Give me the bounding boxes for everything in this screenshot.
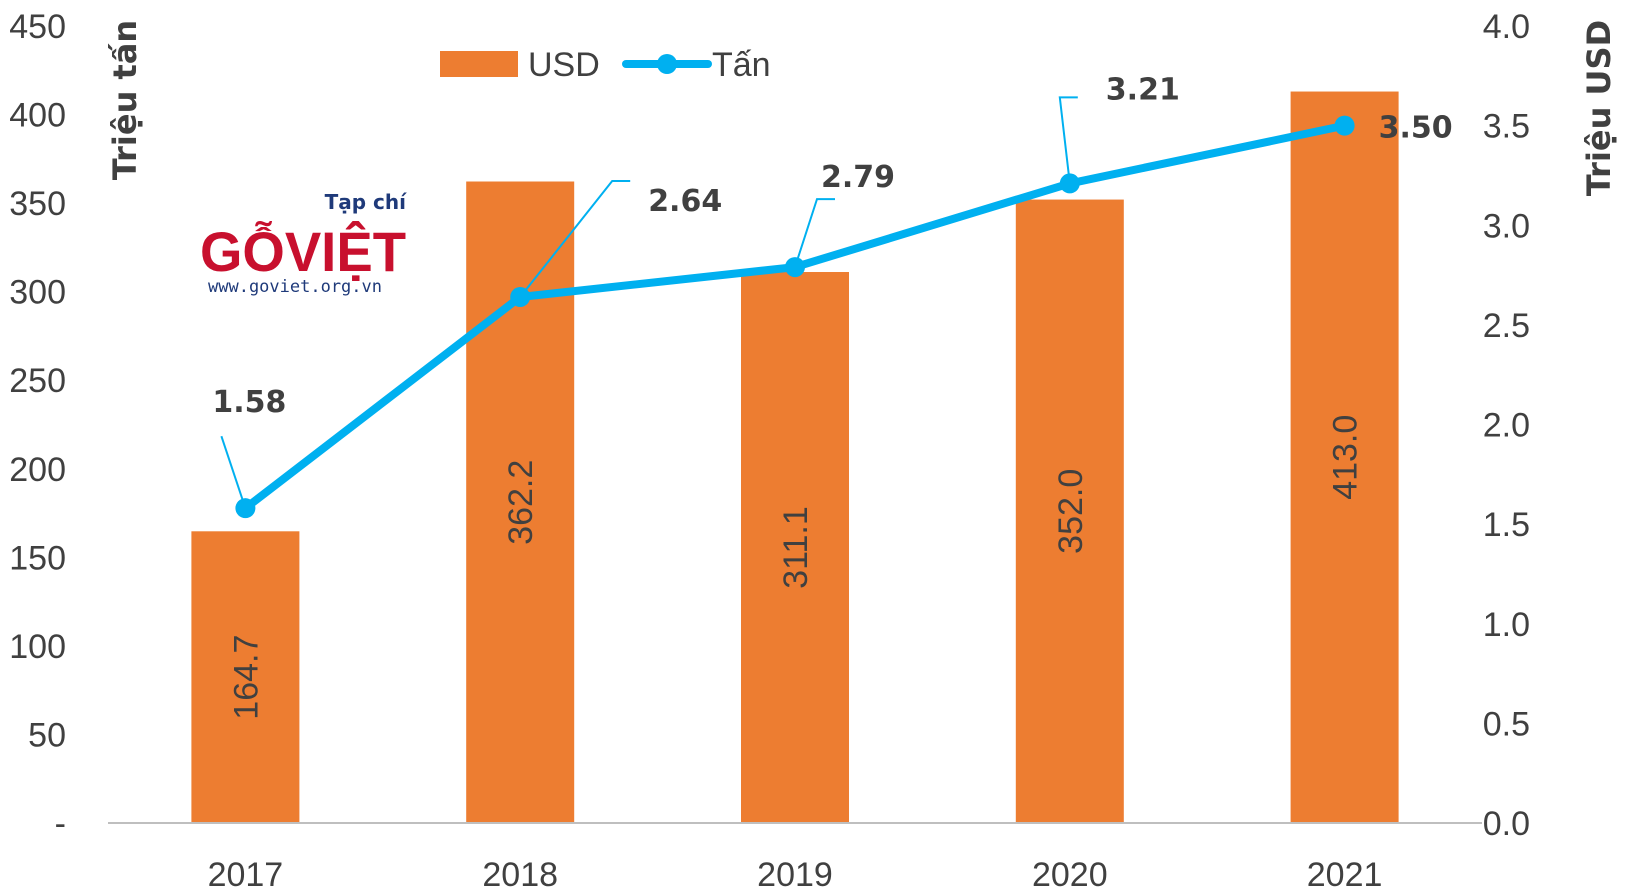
line-point xyxy=(1334,115,1355,136)
bar xyxy=(1290,91,1399,823)
goviet-logo: Tạp chí GỖVIỆT www.goviet.org.vn xyxy=(200,190,407,297)
right-tick-label: 1.0 xyxy=(1483,606,1530,644)
bar-value-label: 164.7 xyxy=(227,635,265,720)
left-tick-label: 150 xyxy=(9,539,66,577)
x-tick-label: 2018 xyxy=(482,856,558,892)
label-leader-line xyxy=(794,198,835,268)
bar-series: 164.7 362.2 311.1 352.0 413.0 xyxy=(191,91,1399,824)
left-tick-label: 300 xyxy=(9,274,66,312)
bar-value-label: 311.1 xyxy=(777,506,815,589)
x-tick-label: 2017 xyxy=(208,856,284,892)
right-tick-label: 2.0 xyxy=(1483,407,1530,445)
left-axis-title: Triệu tấn xyxy=(106,20,144,180)
left-tick-label: 250 xyxy=(9,362,66,400)
line-point xyxy=(235,498,256,519)
line-value-label: 3.21 xyxy=(1106,72,1180,107)
right-tick-label: 1.5 xyxy=(1483,506,1530,544)
x-tick-label: 2019 xyxy=(757,856,833,892)
right-tick-label: 3.0 xyxy=(1483,207,1530,245)
right-tick-label: 0.5 xyxy=(1483,705,1530,743)
logo-brand-text: GỖVIỆT xyxy=(200,220,406,283)
right-tick-label: 2.5 xyxy=(1483,307,1530,345)
line-point xyxy=(510,286,531,307)
line-series: 1.58 2.64 2.79 3.21 3.50 xyxy=(212,72,1453,519)
legend-swatch-tan-marker xyxy=(657,54,677,74)
label-leader-line xyxy=(1058,96,1078,184)
line-point xyxy=(785,257,805,278)
line-value-label: 1.58 xyxy=(212,385,286,420)
left-tick-label: 350 xyxy=(9,185,66,223)
line-value-label: 2.79 xyxy=(821,160,895,195)
right-tick-label: 0.0 xyxy=(1483,805,1530,843)
logo-top-text: Tạp chí xyxy=(325,190,408,214)
bar xyxy=(741,272,849,823)
bar-value-label: 413.0 xyxy=(1327,415,1365,500)
left-axis-ticks: - 50 100 150 200 250 300 350 400 450 xyxy=(9,8,66,843)
bar-value-label: 362.2 xyxy=(502,460,540,545)
bar xyxy=(191,531,300,823)
label-leader-line xyxy=(220,435,247,509)
line-value-label: 3.50 xyxy=(1379,111,1453,146)
legend-label-tan: Tấn xyxy=(712,46,771,84)
x-axis-ticks: 2017 2018 2019 2020 2021 xyxy=(208,856,1383,892)
right-tick-label: 3.5 xyxy=(1483,108,1530,146)
left-tick-label: 400 xyxy=(9,97,66,135)
legend-swatch-usd xyxy=(440,51,518,77)
left-tick-label: 200 xyxy=(9,451,66,489)
line-value-label: 2.64 xyxy=(648,184,722,219)
right-axis-title: Triệu USD xyxy=(1580,20,1618,196)
left-tick-label: 100 xyxy=(9,628,66,666)
x-tick-label: 2021 xyxy=(1307,856,1383,892)
bar-value-label: 352.0 xyxy=(1052,469,1090,554)
line-point xyxy=(1059,173,1080,194)
x-tick-label: 2020 xyxy=(1032,856,1108,892)
legend-label-usd: USD xyxy=(528,46,600,84)
right-axis-ticks: 0.0 0.5 1.0 1.5 2.0 2.5 3.0 3.5 4.0 xyxy=(1483,8,1530,843)
logo-url-text: www.goviet.org.vn xyxy=(208,277,382,297)
left-tick-label: 50 xyxy=(28,716,66,754)
label-leader-line xyxy=(519,179,631,298)
left-tick-label: - xyxy=(55,805,66,843)
legend: USD Tấn xyxy=(440,46,771,84)
left-tick-label: 450 xyxy=(9,8,66,46)
bar xyxy=(1015,199,1124,823)
right-tick-label: 4.0 xyxy=(1483,8,1530,46)
